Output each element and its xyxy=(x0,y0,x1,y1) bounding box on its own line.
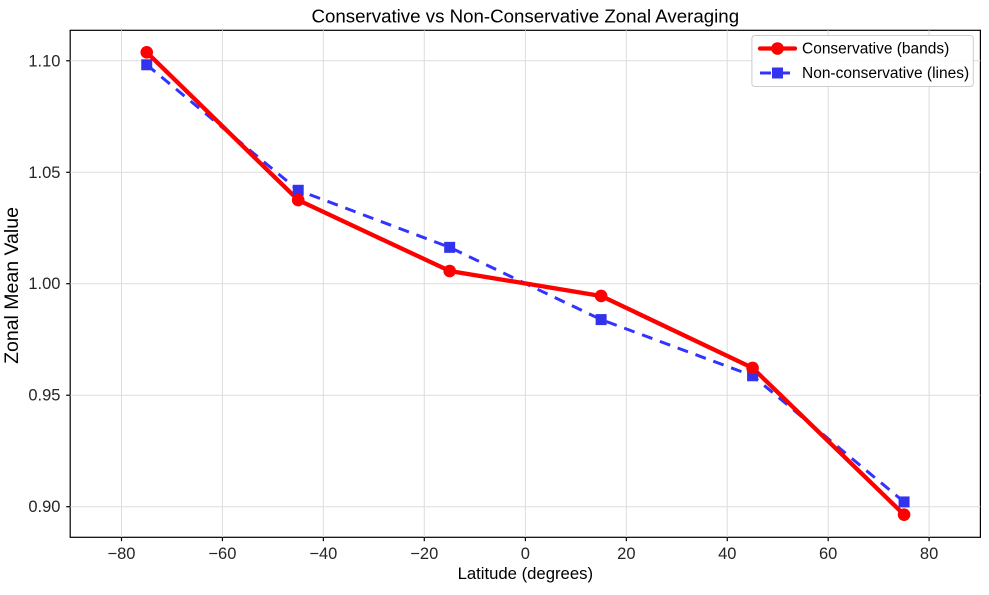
svg-text:Non-conservative (lines): Non-conservative (lines) xyxy=(802,65,969,82)
svg-text:1.00: 1.00 xyxy=(28,275,60,293)
svg-text:40: 40 xyxy=(718,545,736,563)
svg-text:0: 0 xyxy=(521,545,530,563)
svg-text:Zonal Mean Value: Zonal Mean Value xyxy=(1,207,23,364)
svg-text:20: 20 xyxy=(617,545,635,563)
svg-text:Conservative vs Non-Conservati: Conservative vs Non-Conservative Zonal A… xyxy=(311,6,739,27)
svg-text:−20: −20 xyxy=(410,545,438,563)
svg-text:80: 80 xyxy=(920,545,938,563)
svg-text:1.10: 1.10 xyxy=(28,52,60,70)
svg-text:0.90: 0.90 xyxy=(28,498,60,516)
svg-text:Latitude (degrees): Latitude (degrees) xyxy=(458,564,593,583)
svg-text:Conservative (bands): Conservative (bands) xyxy=(802,41,949,58)
svg-text:−60: −60 xyxy=(208,545,236,563)
svg-text:1.05: 1.05 xyxy=(28,164,60,182)
svg-text:0.95: 0.95 xyxy=(28,387,60,405)
svg-text:−80: −80 xyxy=(108,545,136,563)
svg-text:−40: −40 xyxy=(309,545,337,563)
svg-text:60: 60 xyxy=(819,545,837,563)
